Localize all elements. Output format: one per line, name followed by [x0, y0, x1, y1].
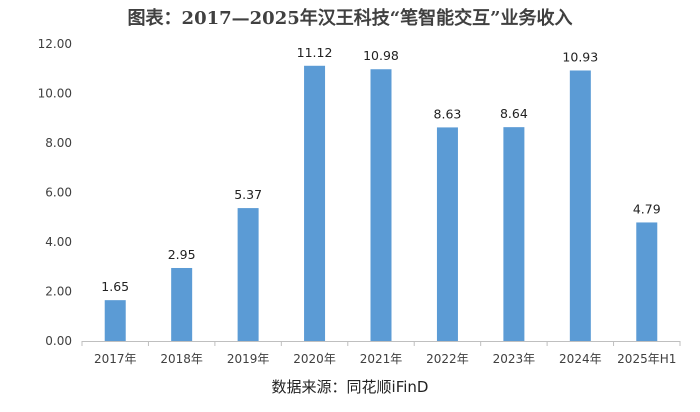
chart-title: 图表：2017—2025年汉王科技“笔智能交互”业务收入	[127, 8, 573, 29]
y-tick-label: 10.00	[38, 87, 72, 101]
source-note: 数据来源：同花顺iFinD	[271, 378, 429, 396]
bar	[171, 267, 193, 341]
data-label: 1.65	[101, 279, 129, 294]
x-tick-label: 2020年	[293, 352, 336, 366]
x-tick-label: 2017年	[94, 352, 137, 366]
x-tick-label: 2018年	[160, 352, 203, 366]
y-tick-label: 4.00	[45, 235, 72, 249]
x-tick-label: 2022年	[426, 352, 469, 366]
y-axis: 0.00 2.00 4.00 6.00 8.00 10.00 12.00	[38, 37, 72, 348]
data-label: 8.63	[434, 106, 462, 121]
x-tick-label: 2019年	[227, 352, 270, 366]
data-label: 10.93	[562, 49, 598, 64]
data-label: 4.79	[633, 201, 661, 216]
bar	[370, 69, 392, 342]
data-label: 10.98	[363, 48, 399, 63]
bar	[636, 222, 658, 341]
bar	[436, 127, 458, 341]
y-tick-label: 0.00	[45, 334, 72, 348]
x-tick-label: 2025年H1	[617, 352, 676, 366]
bar	[304, 65, 326, 341]
data-label: 5.37	[234, 187, 262, 202]
x-tick-label: 2021年	[360, 352, 403, 366]
y-tick-label: 2.00	[45, 285, 72, 299]
bar	[503, 127, 525, 341]
data-label: 11.12	[297, 45, 333, 60]
y-tick-label: 8.00	[45, 136, 72, 150]
data-label: 2.95	[168, 247, 196, 262]
bar	[569, 70, 591, 342]
bar	[104, 300, 126, 341]
y-tick-label: 6.00	[45, 186, 72, 200]
data-label: 8.64	[500, 106, 528, 121]
y-tick-label: 12.00	[38, 37, 72, 51]
bar	[237, 208, 259, 341]
x-tick-label: 2024年	[559, 352, 602, 366]
bars: 1.65 2.95 5.37 11.12 10.98 8.63 8.64 10.93 4.79	[101, 45, 661, 342]
x-tick-label: 2023年	[493, 352, 536, 366]
x-axis: 2017年 2018年 2019年 2020年 2021年 2022年 2023年 2024年…	[81, 341, 681, 366]
